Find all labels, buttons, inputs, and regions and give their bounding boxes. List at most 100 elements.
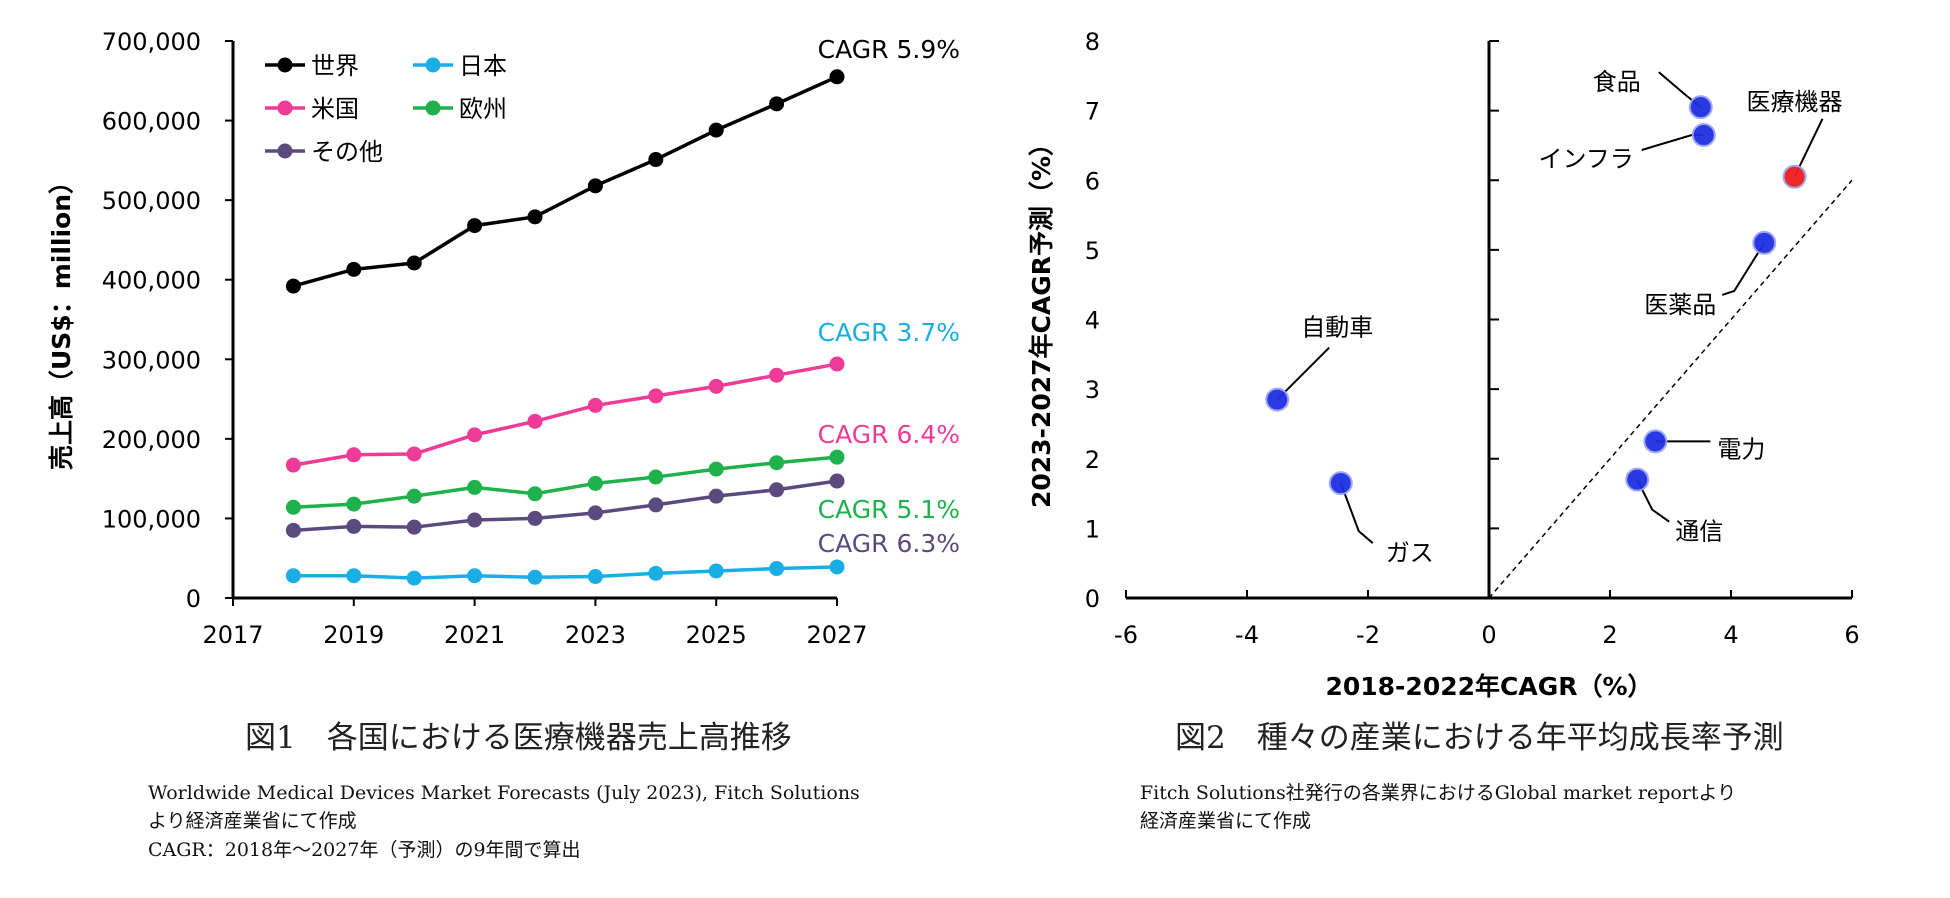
series-line-米国 [293, 362, 838, 467]
data-point-世界 [406, 255, 422, 271]
figure1-source-line-3: CAGR：2018年～2027年（予測）の9年間で算出 [148, 839, 581, 861]
chart2-y-tick-label: 1 [1085, 515, 1100, 543]
data-point-米国 [527, 413, 543, 429]
data-point-欧州 [829, 449, 845, 465]
chart1-y-tick-label: 700,000 [102, 28, 201, 56]
data-point-欧州 [406, 488, 422, 504]
data-point-米国 [587, 397, 603, 413]
data-point-欧州 [648, 469, 664, 485]
chart2-x-tick-label: 4 [1723, 621, 1738, 649]
point-label-電力: 電力 [1717, 435, 1765, 463]
figure2-caption: 図2 種々の産業における年平均成長率予測 [1175, 720, 1784, 756]
data-point-日本 [829, 559, 845, 575]
point-label-ガス: ガス [1386, 539, 1434, 567]
chart2-x-tick-label: -6 [1114, 621, 1138, 649]
legend-label-その他: その他 [311, 138, 383, 166]
point-label-医薬品: 医薬品 [1644, 291, 1716, 319]
chart2-x-tick-label: -4 [1235, 621, 1259, 649]
chart1-x-tick-label: 2025 [686, 621, 747, 649]
chart1-y-tick-label: 200,000 [102, 426, 201, 454]
series-line-その他 [293, 479, 838, 533]
legend-label-米国: 米国 [311, 95, 359, 123]
data-point-世界 [467, 218, 483, 234]
chart2-y-tick-label: 6 [1085, 167, 1100, 195]
chart1-y-tick-label: 100,000 [102, 505, 201, 533]
data-point-欧州 [285, 499, 301, 515]
data-point-欧州 [769, 455, 785, 471]
chart2-x-tick-label: 6 [1844, 621, 1859, 649]
chart1-axes: 0 100,000 200,000 300,000 400,000 500,000 600,… [102, 28, 868, 649]
data-point-その他 [708, 488, 724, 504]
series-line-日本 [293, 565, 838, 580]
scatter-point-医療機器 [1782, 164, 1807, 189]
figure2-source-line-2: 経済産業省にて作成 [1140, 810, 1311, 832]
point-label-通信: 通信 [1675, 518, 1723, 546]
chart1-y-tick-label: 500,000 [102, 187, 201, 215]
data-point-日本 [527, 569, 543, 585]
data-point-その他 [346, 518, 362, 534]
point-label-医療機器: 医療機器 [1747, 88, 1843, 116]
leader-line-自動車 [1276, 346, 1330, 401]
series-line-世界 [292, 75, 838, 288]
data-point-日本 [346, 568, 362, 584]
data-point-その他 [587, 505, 603, 521]
chart2-y-tick-label: 3 [1085, 376, 1100, 404]
legend-label-日本: 日本 [459, 52, 507, 80]
figure1-source-line-2: より経済産業省にて作成 [148, 810, 357, 832]
scatter-point-通信 [1625, 467, 1650, 492]
data-point-その他 [406, 519, 422, 535]
chart2-y-tick-label: 0 [1085, 585, 1100, 613]
data-point-米国 [769, 367, 785, 383]
chart2-x-tick-label: -2 [1356, 621, 1380, 649]
data-point-世界 [346, 261, 362, 277]
data-point-欧州 [527, 486, 543, 502]
scatter-point-ガス [1328, 471, 1353, 496]
chart2-x-tick-label: 0 [1481, 621, 1496, 649]
scatter-point-インフラ [1691, 122, 1716, 147]
data-point-日本 [467, 568, 483, 584]
data-point-日本 [769, 561, 785, 577]
data-point-米国 [346, 447, 362, 463]
leader-line-医薬品 [1721, 242, 1766, 296]
chart1-x-tick-label: 2019 [323, 621, 384, 649]
chart2-axes: -6 -4 -2 0 2 4 6 0 1 2 3 4 5 6 7 8 [1085, 28, 1860, 649]
data-point-日本 [406, 570, 422, 586]
chart1-x-tick-label: 2023 [565, 621, 626, 649]
data-point-日本 [648, 565, 664, 581]
legend-marker-その他 [277, 143, 293, 159]
figure1-caption: 図1 各国における医療機器売上高推移 [245, 720, 792, 756]
reference-diagonal-line [1488, 179, 1853, 599]
data-point-世界 [769, 96, 785, 112]
data-point-その他 [467, 512, 483, 528]
figure2-source-line-1: Fitch Solutions社発行の各業界におけるGlobal market … [1140, 782, 1736, 804]
series-line-欧州 [293, 455, 838, 510]
chart1-y-tick-label: 400,000 [102, 267, 201, 295]
chart1-y-tick-label: 600,000 [102, 108, 201, 136]
data-point-世界 [648, 152, 664, 168]
chart2-y-tick-label: 2 [1085, 446, 1100, 474]
data-point-その他 [285, 522, 301, 538]
scatter-point-自動車 [1265, 387, 1290, 412]
cagr-label-その他: CAGR 6.3% [818, 529, 960, 558]
cagr-label-世界: CAGR 5.9% [818, 35, 960, 64]
data-point-米国 [406, 446, 422, 462]
data-point-欧州 [708, 461, 724, 477]
point-label-インフラ: インフラ [1538, 145, 1633, 173]
data-point-その他 [648, 497, 664, 513]
data-point-世界 [527, 209, 543, 225]
chart2-y-tick-label: 5 [1085, 237, 1100, 265]
data-point-米国 [648, 388, 664, 404]
cagr-label-日本: CAGR 3.7% [818, 318, 960, 347]
chart1-series [285, 69, 845, 586]
legend-marker-米国 [277, 100, 293, 116]
chart1-x-tick-label: 2017 [202, 621, 263, 649]
chart1-y-tick-label: 300,000 [102, 346, 201, 374]
chart1-cagr-labels: CAGR 5.9% CAGR 3.7% CAGR 6.4% CAGR 5.1% CAGR… [818, 35, 960, 558]
data-point-世界 [285, 278, 301, 294]
point-label-自動車: 自動車 [1301, 314, 1373, 342]
chart1-x-tick-label: 2027 [806, 621, 867, 649]
chart2-y-tick-label: 8 [1085, 28, 1100, 56]
data-point-米国 [829, 356, 845, 372]
